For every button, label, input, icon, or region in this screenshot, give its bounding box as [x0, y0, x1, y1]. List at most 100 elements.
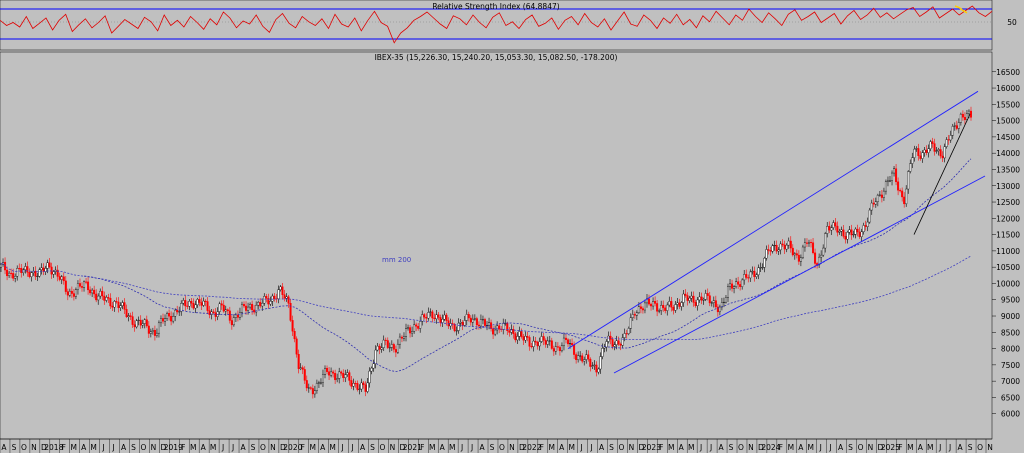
candle-body	[30, 272, 33, 277]
candle-body	[803, 242, 806, 248]
candle-body	[704, 293, 707, 300]
y-tick-label: 8000	[1001, 345, 1020, 354]
candle-body	[759, 267, 762, 269]
candle-body	[245, 305, 248, 311]
candle-body	[467, 314, 470, 319]
price-panel: IBEX-35 (15,226.30, 15,240.20, 15,053.30…	[0, 51, 1020, 453]
x-tick-label: J	[590, 443, 593, 452]
candle-body	[775, 244, 778, 252]
x-tick-label: J	[829, 443, 832, 452]
candle-body	[443, 314, 446, 320]
candle-body	[504, 323, 507, 325]
candle-body	[686, 295, 689, 301]
candle-body	[708, 295, 711, 304]
x-tick-label: A	[440, 443, 446, 452]
candle-body	[170, 316, 173, 322]
candle-body	[739, 284, 742, 287]
candle-body	[629, 317, 632, 329]
candle-body	[315, 382, 318, 392]
x-tick-label: D	[878, 443, 884, 452]
candle-body	[941, 155, 944, 159]
candle-body	[461, 322, 464, 326]
candle-body	[755, 274, 758, 277]
candle-body	[166, 313, 169, 319]
candle-body	[848, 229, 851, 233]
candle-body	[678, 302, 681, 307]
candle-body	[115, 301, 118, 303]
candle-body	[14, 275, 17, 279]
candle-body	[216, 311, 219, 317]
candle-body	[396, 343, 399, 353]
candle-body	[866, 221, 869, 227]
candle-body	[60, 276, 63, 280]
candle-body	[955, 125, 958, 129]
x-tick-label: O	[977, 443, 983, 452]
candle-body	[360, 382, 363, 390]
candle-body	[285, 296, 288, 299]
candle-body	[852, 234, 855, 236]
candle-body	[182, 300, 185, 304]
candle-body	[931, 141, 934, 144]
candle-body	[676, 302, 679, 305]
candle-body	[479, 319, 482, 327]
channel-lower-line	[613, 175, 986, 374]
candle-body	[733, 286, 736, 289]
candle-body	[840, 229, 843, 232]
candle-body	[78, 283, 81, 287]
candle-body	[135, 320, 138, 328]
candle-body	[905, 188, 908, 205]
candle-body	[876, 194, 879, 202]
y-tick-label: 12500	[996, 198, 1020, 207]
candle-body	[352, 383, 355, 387]
candle-body	[338, 371, 341, 379]
candle-body	[151, 330, 154, 332]
candle-body	[465, 314, 468, 321]
candle-body	[874, 201, 877, 205]
y-tick-label: 12000	[996, 214, 1020, 223]
candle-body	[753, 270, 756, 277]
candle-body	[544, 340, 547, 345]
candle-body	[281, 286, 284, 295]
candles	[0, 106, 973, 399]
candle-body	[66, 291, 69, 296]
candle-body	[81, 286, 84, 288]
candle-body	[524, 336, 527, 341]
candle-body	[261, 302, 264, 307]
candle-body	[492, 328, 495, 335]
x-tick-label: A	[559, 443, 565, 452]
candle-body	[619, 343, 622, 346]
candle-body	[113, 301, 116, 308]
candle-body	[921, 152, 924, 159]
x-tick-label: A	[81, 443, 87, 452]
candle-body	[390, 344, 393, 348]
candle-body	[457, 322, 460, 331]
candle-body	[91, 289, 94, 294]
candle-body	[249, 303, 252, 308]
x-tick-label: F	[420, 443, 424, 452]
candle-body	[328, 371, 331, 376]
x-tick-label: S	[12, 443, 17, 452]
candle-body	[939, 149, 942, 157]
y-tick-label: 10500	[996, 263, 1020, 272]
candle-body	[198, 299, 201, 303]
candle-body	[437, 314, 440, 318]
candle-body	[362, 382, 365, 386]
candle-body	[514, 333, 517, 341]
candle-body	[814, 252, 817, 264]
x-tick-label: J	[938, 443, 941, 452]
candle-body	[672, 306, 675, 311]
candle-body	[376, 345, 379, 351]
candle-body	[378, 345, 381, 350]
candle-body	[243, 304, 246, 307]
candle-body	[222, 304, 225, 312]
candle-body	[271, 295, 274, 302]
candle-body	[143, 319, 146, 324]
candle-body	[650, 303, 653, 307]
candle-body	[872, 202, 875, 205]
candle-body	[429, 311, 432, 313]
candle-body	[188, 301, 191, 307]
candle-body	[26, 266, 29, 273]
candle-body	[139, 319, 142, 326]
candle-body	[409, 327, 412, 334]
